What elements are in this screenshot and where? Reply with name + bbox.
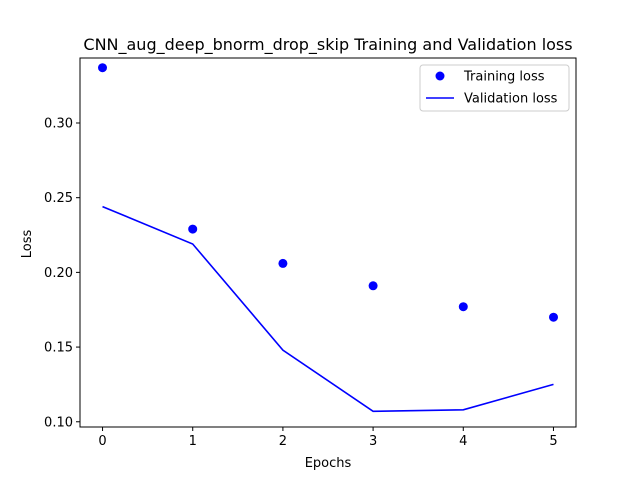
validation-loss-line xyxy=(102,205,554,413)
plot-area xyxy=(98,63,558,413)
legend-box xyxy=(419,64,570,112)
legend-label: Validation loss xyxy=(464,92,558,107)
training-loss-point xyxy=(278,258,288,268)
y-tick-label: 0.30 xyxy=(44,116,73,131)
chart-title: CNN_aug_deep_bnorm_drop_skip Training an… xyxy=(83,35,572,55)
legend-label: Training loss xyxy=(463,70,545,85)
x-tick-label: 1 xyxy=(189,434,197,449)
y-tick-label: 0.10 xyxy=(44,415,73,430)
x-tick-label: 2 xyxy=(279,434,287,449)
y-tick-label: 0.25 xyxy=(44,191,73,206)
x-tick-label: 0 xyxy=(98,434,106,449)
x-tick-label: 5 xyxy=(549,434,557,449)
y-tick-label: 0.15 xyxy=(44,341,73,356)
x-tick-label: 4 xyxy=(459,434,467,449)
y-tick-label: 0.20 xyxy=(44,266,73,281)
axes: 0 1 2 3 4 5 0.10 0.15 0.20 0.25 0.30 xyxy=(44,57,577,449)
y-axis-label: Loss xyxy=(20,230,35,259)
training-loss-point xyxy=(188,224,198,234)
x-tick-label: 3 xyxy=(369,434,377,449)
legend-marker-swatch xyxy=(435,71,445,81)
training-loss-point xyxy=(98,63,107,73)
legend: Training loss Validation loss xyxy=(419,64,570,112)
axes-frame xyxy=(79,57,577,428)
training-loss-point xyxy=(549,312,558,322)
x-axis-label: Epochs xyxy=(305,456,352,471)
training-loss-point xyxy=(368,281,378,291)
training-loss-point xyxy=(458,302,468,312)
